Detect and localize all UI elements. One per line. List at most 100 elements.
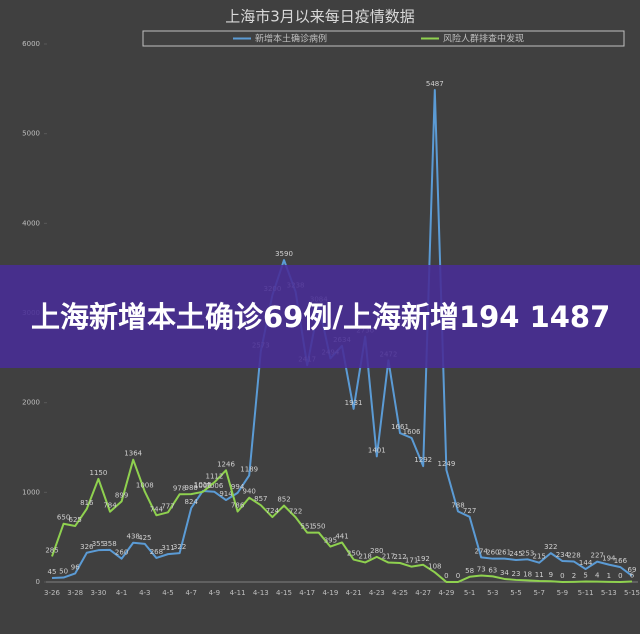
data-label: 1364 [124, 450, 142, 458]
data-label: 788 [451, 501, 464, 509]
data-label: 857 [254, 495, 267, 503]
x-tick-label: 4-27 [415, 589, 431, 597]
data-label: 1189 [240, 465, 258, 473]
data-label: 978 [173, 484, 186, 492]
data-label: 144 [579, 559, 593, 567]
data-label: 194 [602, 555, 616, 563]
legend-box [142, 30, 625, 47]
data-label: 45 [48, 568, 57, 576]
data-label: 260 [486, 549, 499, 557]
data-label: 96 [71, 563, 80, 571]
x-tick-label: 3-30 [90, 589, 106, 597]
x-tick-label: 4-17 [299, 589, 315, 597]
data-label: 268 [150, 548, 163, 556]
data-label: 355 [92, 540, 105, 548]
x-tick-label: 5-9 [557, 589, 568, 597]
data-label: 824 [185, 498, 199, 506]
y-tick-label: 5000 [22, 130, 40, 138]
data-label: 722 [289, 507, 302, 515]
data-label: 108 [428, 562, 441, 570]
data-label: 1606 [403, 428, 421, 436]
data-label: 724 [266, 507, 280, 515]
data-label: 852 [277, 496, 290, 504]
data-label: 786 [231, 502, 245, 510]
data-label: 227 [591, 552, 604, 560]
data-label: 1292 [414, 456, 432, 464]
legend: 新增本土确诊病例 风险人群排查中发现 [233, 33, 524, 45]
x-tick-label: 5-11 [578, 589, 594, 597]
x-tick-label: 4-25 [392, 589, 408, 597]
data-label: 1931 [345, 399, 363, 407]
data-label: 261 [498, 549, 511, 557]
x-tick-label: 4-5 [162, 589, 173, 597]
x-tick-label: 4-3 [139, 589, 150, 597]
x-tick-label: 4-7 [185, 589, 196, 597]
data-label: 9 [549, 571, 553, 579]
data-label: 215 [533, 553, 546, 561]
data-label: 171 [405, 557, 418, 565]
data-label: 250 [347, 550, 360, 558]
data-label: 1015 [194, 481, 212, 489]
data-label: 744 [150, 505, 164, 513]
x-tick-label: 3-26 [44, 589, 60, 597]
data-label: 625 [69, 516, 82, 524]
data-label: 980 [185, 484, 198, 492]
data-label: 0 [444, 572, 448, 580]
overlay-text: 上海新增本土确诊69例/上海新增194 1487 [31, 299, 611, 334]
data-label: 914 [219, 490, 233, 498]
data-label: 274 [475, 547, 489, 555]
data-label: 650 [57, 514, 70, 522]
data-label: 425 [138, 534, 151, 542]
x-tick-label: 5-7 [533, 589, 544, 597]
data-label: 218 [359, 552, 372, 560]
x-tick-label: 5-15 [624, 589, 640, 597]
data-label: 11 [535, 571, 544, 579]
x-tick-label: 4-9 [209, 589, 220, 597]
data-label: 550 [312, 523, 325, 531]
data-label: 228 [567, 552, 580, 560]
data-label: 899 [115, 491, 128, 499]
data-label: 0 [456, 572, 460, 580]
data-label: 994 [231, 483, 245, 491]
data-label: 311 [161, 544, 174, 552]
data-label: 5 [583, 572, 587, 580]
data-label: 18 [523, 570, 532, 578]
y-tick-label: 4000 [22, 219, 40, 227]
data-label: 1661 [391, 423, 409, 431]
data-label: 784 [103, 502, 117, 510]
data-label: 4 [595, 572, 600, 580]
data-label: 1 [607, 572, 611, 580]
chart-title: 上海市3月以来每日疫情数据 [225, 8, 415, 26]
y-tick-label: 1000 [22, 488, 40, 496]
data-label: 395 [324, 537, 337, 545]
y-tick-label: 6000 [22, 40, 40, 48]
data-label: 1008 [136, 482, 154, 490]
x-tick-label: 4-29 [438, 589, 454, 597]
data-label: 217 [382, 553, 395, 561]
data-label: 322 [173, 543, 186, 551]
data-label: 212 [393, 553, 406, 561]
data-label: 245 [509, 550, 522, 558]
y-tick-label: 2000 [22, 399, 40, 407]
data-label: 358 [103, 540, 116, 548]
data-label: 322 [544, 543, 557, 551]
data-label: 192 [417, 555, 430, 563]
data-label: 23 [512, 570, 521, 578]
x-tick-label: 4-21 [346, 589, 362, 597]
y-tick-label: 0 [36, 578, 40, 586]
data-label: 58 [465, 567, 474, 575]
x-tick-label: 4-1 [116, 589, 127, 597]
x-tick-label: 4-13 [253, 589, 269, 597]
data-label: 1006 [205, 482, 223, 490]
x-tick-label: 4-11 [230, 589, 246, 597]
data-label: 727 [463, 507, 476, 515]
x-tick-label: 4-15 [276, 589, 292, 597]
data-label: 438 [127, 533, 140, 541]
data-label: 940 [243, 488, 256, 496]
data-label: 1006 [194, 482, 212, 490]
data-label: 1246 [217, 460, 235, 468]
data-label: 5487 [426, 80, 444, 88]
data-label: 260 [115, 549, 128, 557]
x-tick-label: 5-5 [510, 589, 521, 597]
